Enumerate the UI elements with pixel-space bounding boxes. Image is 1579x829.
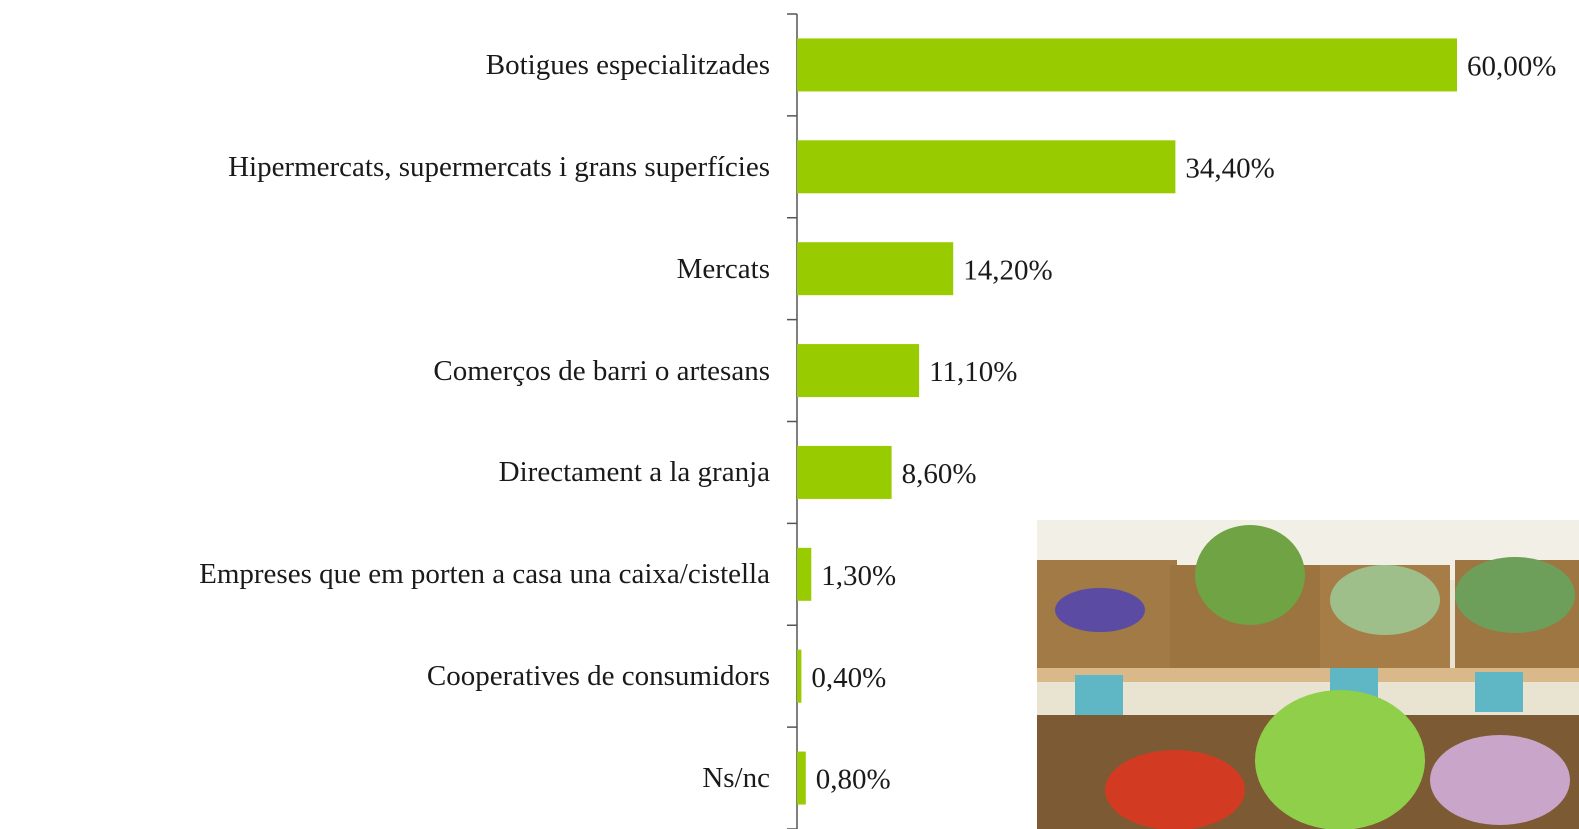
category-label: Cooperatives de consumidors xyxy=(0,625,770,727)
category-label: Comerços de barri o artesans xyxy=(0,320,770,422)
photo xyxy=(1037,520,1579,829)
category-text: Botigues especialitzades xyxy=(485,48,770,81)
value-label: 0,80% xyxy=(816,764,891,796)
bar xyxy=(797,242,954,296)
category-label: Botigues especialitzades xyxy=(0,14,770,116)
category-label: Ns/nc xyxy=(0,727,770,829)
value-label: 8,60% xyxy=(902,458,977,490)
category-label: Empreses que em porten a casa una caixa/… xyxy=(0,523,770,625)
bar xyxy=(797,140,1176,194)
value-label: 14,20% xyxy=(963,254,1052,286)
value-label: 11,10% xyxy=(929,356,1017,388)
category-text: Comerços de barri o artesans xyxy=(433,354,770,387)
bar xyxy=(797,547,812,601)
category-text: Hipermercats, supermercats i grans super… xyxy=(228,150,770,183)
category-label: Mercats xyxy=(0,218,770,320)
category-text: Ns/nc xyxy=(702,762,770,795)
category-label: Directament a la granja xyxy=(0,422,770,524)
value-label: 34,40% xyxy=(1185,152,1274,184)
bar xyxy=(797,751,806,805)
category-text: Empreses que em porten a casa una caixa/… xyxy=(199,558,770,591)
category-label: Hipermercats, supermercats i grans super… xyxy=(0,116,770,218)
category-text: Cooperatives de consumidors xyxy=(426,660,770,693)
category-text: Mercats xyxy=(676,252,770,285)
bar xyxy=(797,649,802,703)
bar xyxy=(797,344,920,398)
category-text: Directament a la granja xyxy=(498,456,770,489)
bar xyxy=(797,38,1457,92)
value-label: 60,00% xyxy=(1467,51,1556,83)
value-label: 1,30% xyxy=(821,560,896,592)
value-label: 0,40% xyxy=(811,662,886,694)
bar xyxy=(797,445,892,499)
